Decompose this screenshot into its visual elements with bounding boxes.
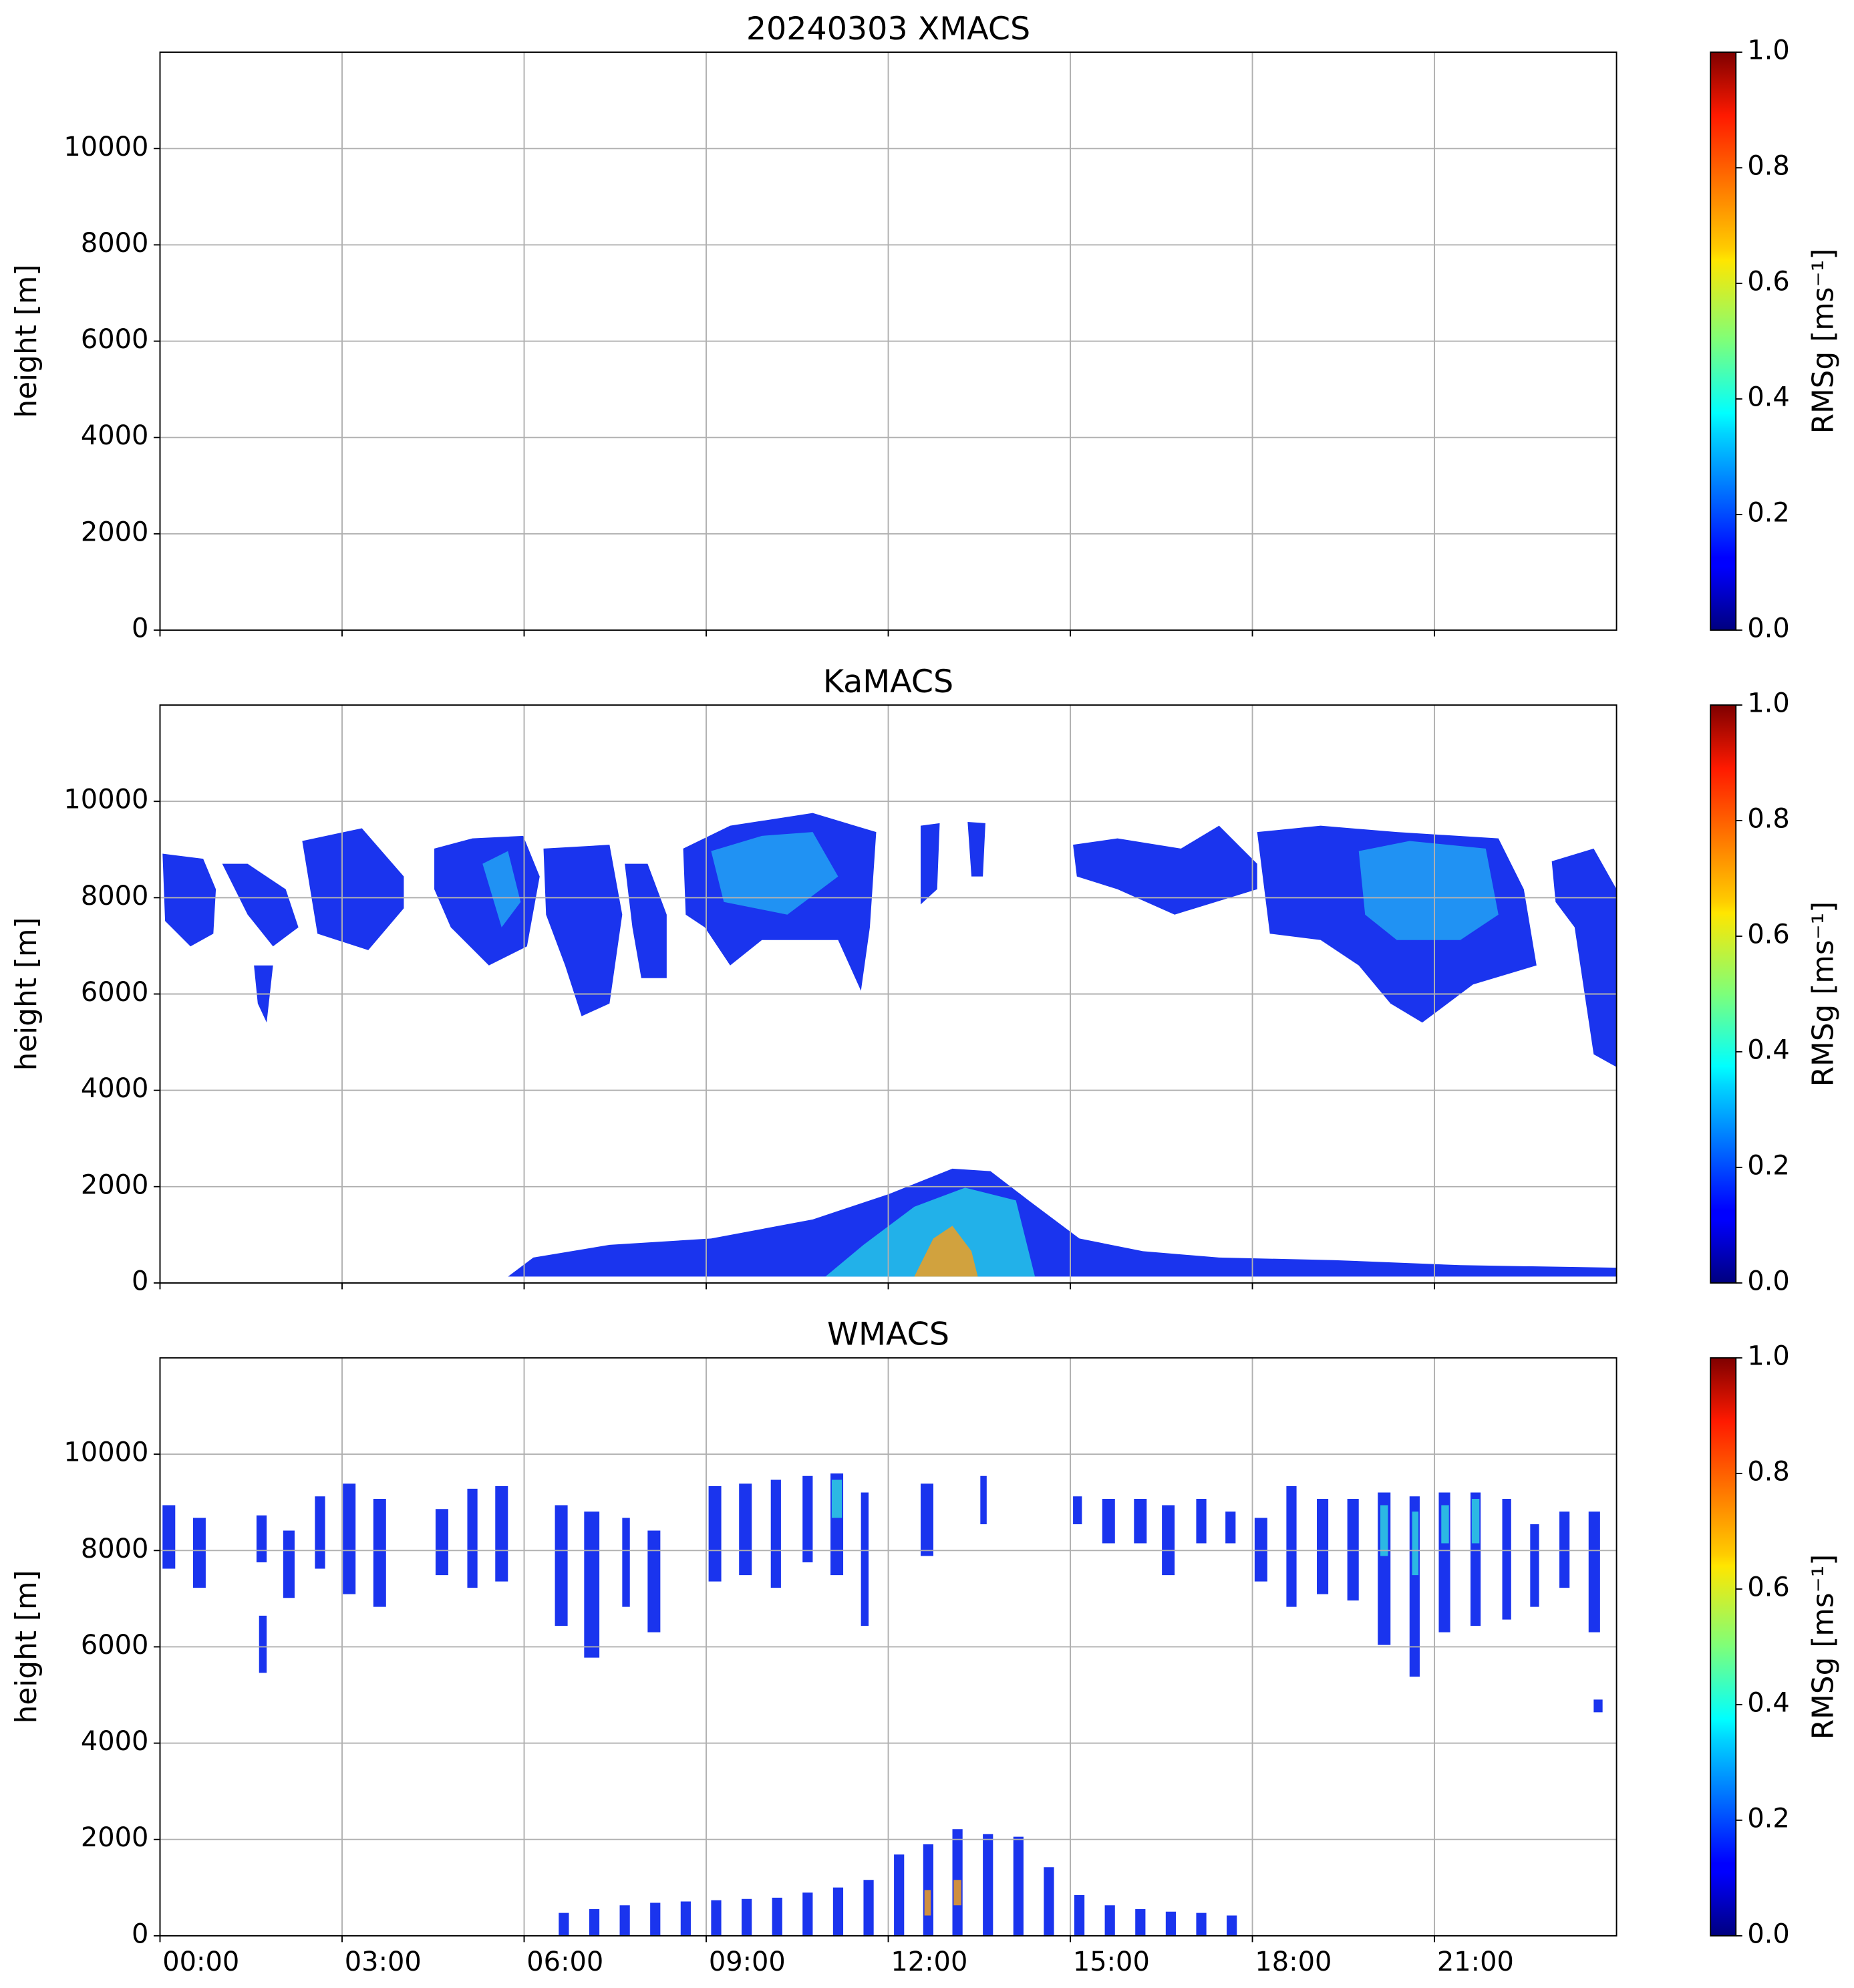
colorbar-tick-label: 0.6 [1747, 1572, 1789, 1602]
y-tick-label: 10000 [63, 785, 148, 815]
colorbar-tick-label: 0.2 [1747, 1150, 1789, 1181]
x-tick-label: 12:00 [891, 1947, 967, 1977]
x-tick-label: 06:00 [526, 1947, 603, 1977]
y-tick-label: 10000 [63, 1437, 148, 1468]
plot-frame [159, 704, 1617, 1284]
y-tick-label: 6000 [81, 1630, 149, 1661]
y-tick-label: 2000 [81, 517, 149, 547]
ka-boundary-hot [914, 1226, 978, 1277]
w-boundary-core [924, 1880, 961, 1916]
panel-title: WMACS [827, 1316, 949, 1353]
colorbar-label: RMSg [ms⁻¹] [1806, 249, 1840, 434]
y-tick-label: 2000 [81, 1822, 149, 1853]
x-tick-label: 18:00 [1255, 1947, 1332, 1977]
colorbar-tick-label: 1.0 [1747, 688, 1789, 719]
colorbar-tick-label: 0.4 [1747, 382, 1789, 413]
colorbar-tick-label: 0.2 [1747, 497, 1789, 528]
x-tick-label: 15:00 [1073, 1947, 1150, 1977]
colorbar-tick-label: 0.4 [1747, 1034, 1789, 1065]
colorbar-tick-label: 0.8 [1747, 151, 1789, 182]
y-tick-label: 6000 [81, 977, 149, 1008]
y-tick-label: 0 [132, 1266, 148, 1296]
colorbar-tick-label: 1.0 [1747, 1341, 1789, 1372]
y-tick-label: 4000 [81, 1726, 149, 1757]
colorbar-tick-label: 0.8 [1747, 804, 1789, 835]
panel-title: KaMACS [823, 664, 953, 700]
colorbar-tick-label: 0.8 [1747, 1457, 1789, 1487]
y-axis-label: height [m] [9, 917, 43, 1071]
y-tick-label: 8000 [81, 1534, 149, 1564]
w-upper-core [831, 1479, 1480, 1576]
y-tick-label: 4000 [81, 1073, 149, 1104]
y-tick-label: 4000 [81, 420, 149, 451]
colorbar-tick-label: 1.0 [1747, 35, 1789, 66]
y-axis-label: height [m] [9, 265, 43, 418]
colorbar-tick-label: 0.2 [1747, 1803, 1789, 1834]
ka-clouds [162, 813, 1617, 1277]
x-tick-label: 21:00 [1437, 1947, 1514, 1977]
colorbar-label: RMSg [ms⁻¹] [1806, 901, 1840, 1087]
y-tick-label: 0 [132, 613, 148, 644]
y-axis-label: height [m] [9, 1570, 43, 1724]
y-tick-label: 10000 [63, 132, 148, 162]
y-tick-label: 6000 [81, 324, 149, 355]
colorbar-tick-label: 0.0 [1747, 613, 1789, 644]
y-tick-label: 8000 [81, 228, 149, 259]
plot-frame [159, 51, 1617, 631]
colorbar [1710, 51, 1737, 631]
panel-title: 20240303 XMACS [746, 11, 1030, 47]
ka-upper-core [482, 832, 1499, 940]
colorbar [1710, 1357, 1737, 1937]
plot-frame [159, 1357, 1617, 1937]
x-tick-label: 03:00 [345, 1947, 422, 1977]
ka-upper-cloud [162, 813, 1617, 1067]
y-tick-label: 0 [132, 1919, 148, 1949]
colorbar-label: RMSg [ms⁻¹] [1806, 1554, 1840, 1739]
ka-boundary-layer [508, 1168, 1617, 1277]
colorbar-tick-label: 0.4 [1747, 1687, 1789, 1718]
y-tick-label: 2000 [81, 1169, 149, 1200]
colorbar-tick-label: 0.0 [1747, 1266, 1789, 1296]
ka-boundary-core [825, 1187, 1036, 1277]
w-clouds [162, 1473, 1603, 1936]
colorbar-tick-label: 0.6 [1747, 267, 1789, 297]
colorbar [1710, 704, 1737, 1284]
colorbar-tick-label: 0.6 [1747, 919, 1789, 950]
y-tick-label: 8000 [81, 881, 149, 911]
x-tick-label: 00:00 [162, 1947, 239, 1977]
w-boundary-strips [559, 1829, 1237, 1936]
colorbar-tick-label: 0.0 [1747, 1919, 1789, 1949]
x-tick-label: 09:00 [709, 1947, 786, 1977]
